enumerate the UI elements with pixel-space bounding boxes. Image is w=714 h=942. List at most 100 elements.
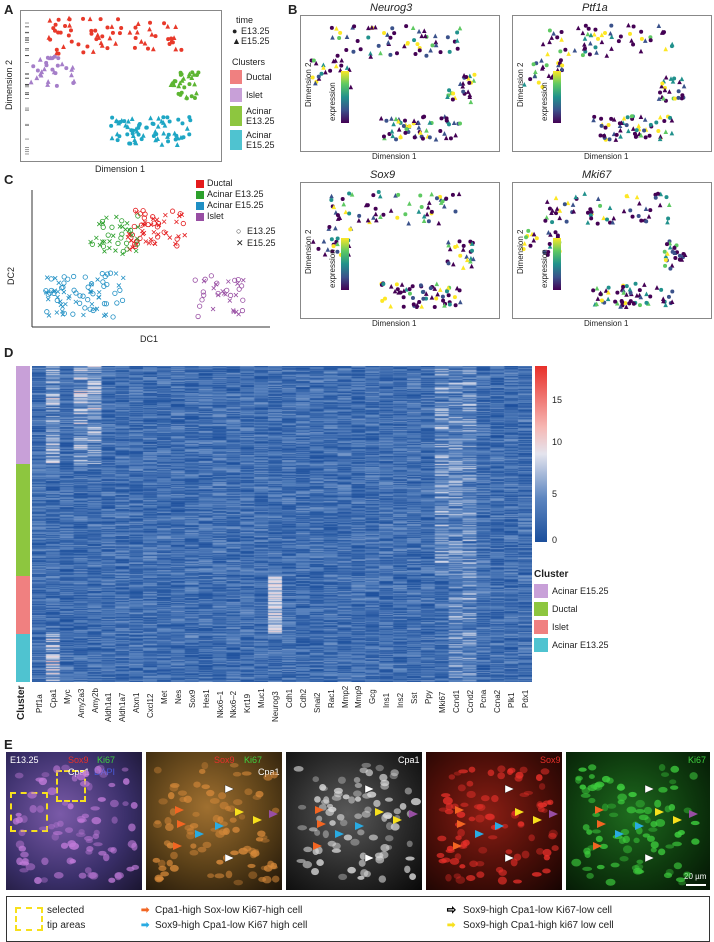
umap-point xyxy=(599,298,604,303)
heatmap-colorbar xyxy=(535,366,547,542)
dc-point xyxy=(43,288,49,294)
umap-point xyxy=(667,244,673,250)
umap-point xyxy=(668,266,673,271)
umap-point xyxy=(371,215,376,220)
umap-point xyxy=(542,250,547,255)
legend-white: Sox9-high Cpa1-low Ki67-low cell xyxy=(463,905,612,916)
scatter-point xyxy=(95,32,101,38)
umap-point xyxy=(373,211,379,217)
umap-point xyxy=(457,25,463,31)
umap-point xyxy=(371,193,376,198)
umap-point xyxy=(451,261,456,267)
scatter-point xyxy=(59,61,65,67)
dc-point xyxy=(150,214,156,220)
scatter-point xyxy=(150,46,156,52)
umap-point xyxy=(330,249,335,254)
umap-point xyxy=(625,115,630,120)
umap-point xyxy=(621,284,626,289)
umap-point xyxy=(407,124,412,129)
umap-point xyxy=(451,91,456,96)
dc-point xyxy=(180,220,186,227)
umap-point xyxy=(453,132,458,138)
dc-point xyxy=(120,248,126,255)
scatter-point xyxy=(125,124,131,130)
scatter-point xyxy=(132,45,137,50)
umap-point xyxy=(526,228,531,233)
scatter-point xyxy=(38,71,43,77)
umap-point xyxy=(634,292,640,298)
dc-point xyxy=(61,280,67,286)
umap-point xyxy=(666,202,672,208)
scatter-point xyxy=(134,29,140,35)
scatter-point xyxy=(181,75,186,81)
umap-point xyxy=(658,191,664,197)
dc-point xyxy=(146,240,152,246)
umap-point xyxy=(394,282,399,287)
scatter-point xyxy=(153,34,158,39)
expression-heatmap xyxy=(32,366,532,682)
dc-point xyxy=(150,239,156,245)
dc-point xyxy=(223,292,228,297)
umap-point xyxy=(595,296,601,301)
umap-point xyxy=(621,208,627,214)
umap-point xyxy=(457,121,462,126)
umap-point xyxy=(559,30,564,35)
umap-point xyxy=(398,290,403,295)
scatter-point xyxy=(115,138,120,143)
umap-point xyxy=(629,38,634,43)
scatter-point xyxy=(28,79,34,85)
umap-point xyxy=(417,48,422,53)
legend-cluster-islet: Islet xyxy=(246,90,263,100)
scatter-point xyxy=(152,129,158,134)
umap-point xyxy=(435,291,440,297)
umap-point xyxy=(446,293,451,298)
umap-point xyxy=(662,249,667,254)
scatter-point xyxy=(184,94,189,100)
umap-point xyxy=(648,38,653,43)
umap-point xyxy=(618,134,623,139)
umap-point xyxy=(410,295,415,300)
scatter-point xyxy=(45,79,51,84)
swatch-c-acinar15 xyxy=(196,202,204,210)
umap-point xyxy=(442,303,447,308)
scatter-point xyxy=(107,35,113,41)
umap-point xyxy=(328,68,333,73)
umap-point xyxy=(570,202,576,207)
umap-ylabel: Dimension 2 xyxy=(304,229,313,274)
umap-point xyxy=(662,119,667,124)
umap-point xyxy=(465,89,471,94)
dc-point xyxy=(55,294,60,300)
umap-point xyxy=(344,34,350,40)
hm-swatch-acinar13 xyxy=(534,638,548,652)
dc-point xyxy=(110,314,116,320)
dc-point xyxy=(120,251,125,257)
umap-point xyxy=(469,241,475,246)
scatter-point xyxy=(109,123,114,128)
umap-point xyxy=(658,134,663,139)
umap-point xyxy=(657,202,663,208)
umap-point xyxy=(418,283,423,288)
umap-point xyxy=(414,302,420,307)
umap-point xyxy=(544,215,549,220)
umap-point xyxy=(419,304,424,309)
dc-point xyxy=(61,289,67,295)
dc-point xyxy=(89,301,95,307)
dc-point xyxy=(199,297,205,303)
scatter-point xyxy=(133,25,138,30)
umap-point xyxy=(388,35,393,40)
umap-point xyxy=(669,117,675,123)
panel-e-legend-box: selected tip areas ➡ Cpa1-high Sox-low K… xyxy=(6,896,710,942)
umap-point xyxy=(411,302,416,307)
dc-point xyxy=(135,224,141,230)
umap-point xyxy=(322,251,328,257)
umap-point xyxy=(676,95,681,100)
legend-selected: selected xyxy=(47,905,85,916)
scatter-point xyxy=(69,66,75,72)
scatter-point xyxy=(161,115,166,120)
scatter-point xyxy=(173,46,179,52)
yellow-arrow-icon: ➡ xyxy=(447,920,456,931)
umap-point xyxy=(669,262,675,268)
umap-point xyxy=(437,287,443,292)
umap-point xyxy=(381,282,386,287)
umap-point xyxy=(453,303,458,308)
